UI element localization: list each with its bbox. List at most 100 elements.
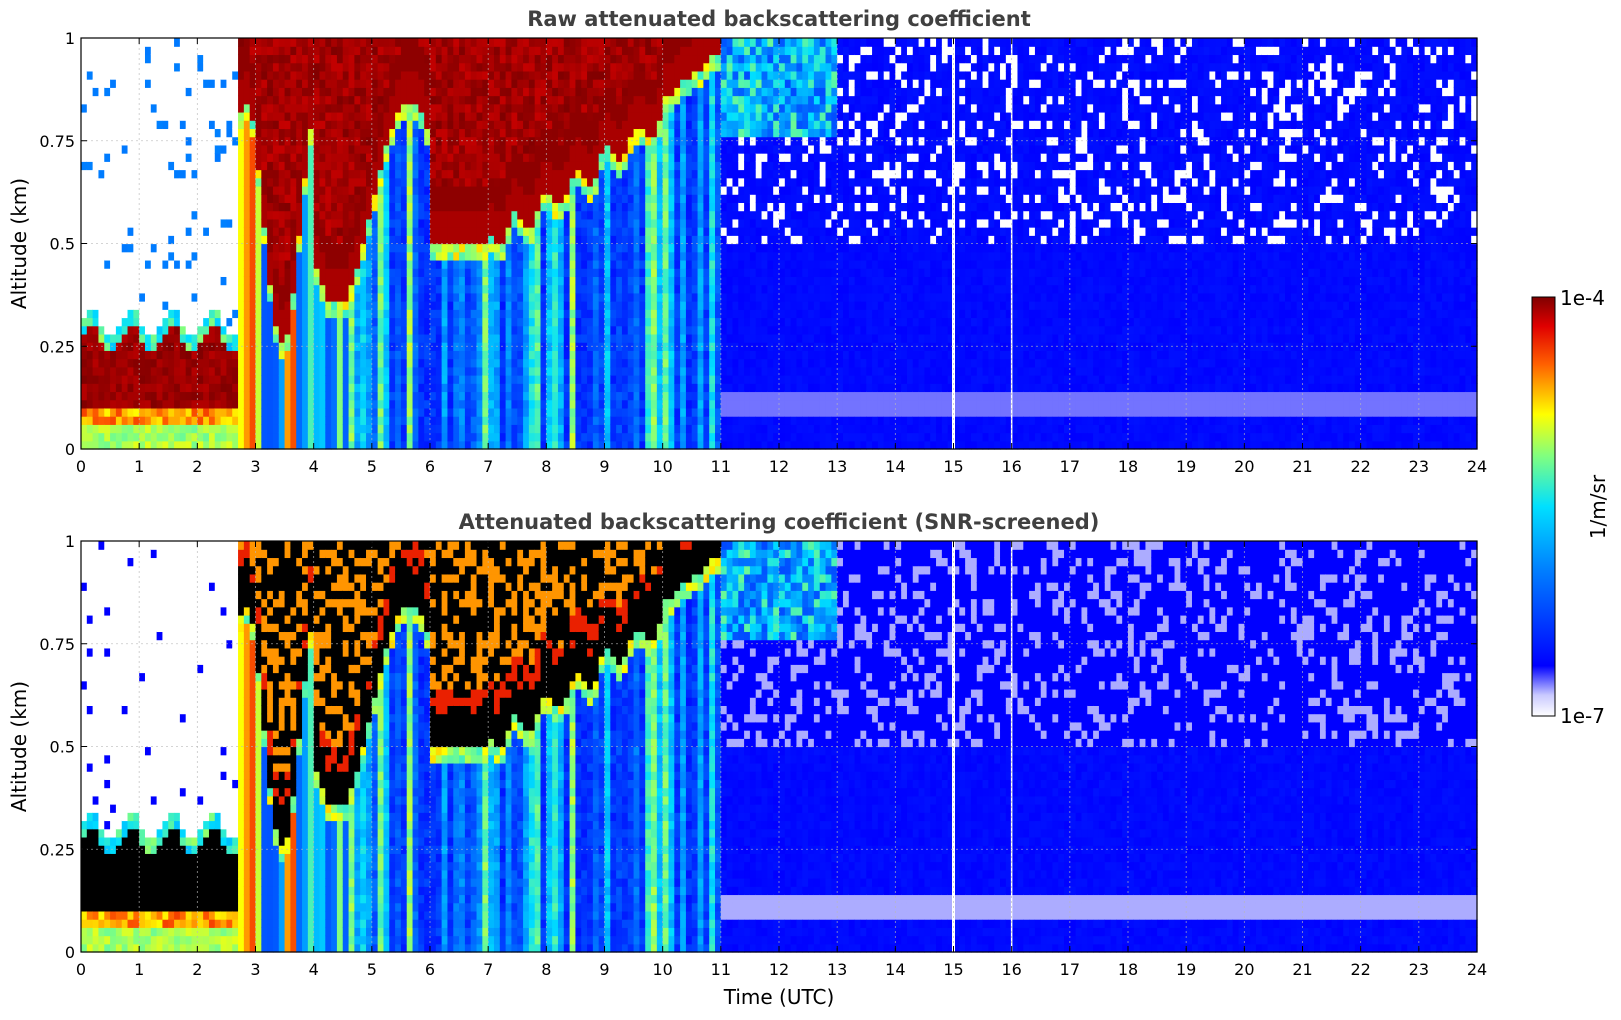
- heatmap-cell: [442, 153, 448, 162]
- heatmap-cell: [110, 128, 116, 137]
- heatmap-cell: [110, 293, 116, 302]
- heatmap-cell: [151, 391, 157, 400]
- heatmap-cell: [232, 153, 238, 162]
- heatmap-cell: [442, 170, 448, 179]
- heatmap-cell: [570, 309, 576, 318]
- heatmap-cell: [267, 178, 273, 187]
- heatmap-cell: [244, 186, 250, 195]
- heatmap-cell: [296, 424, 302, 433]
- heatmap-cell: [314, 79, 320, 88]
- heatmap-cell: [546, 252, 552, 261]
- heatmap-cell: [639, 145, 645, 154]
- heatmap-cell: [378, 71, 384, 80]
- heatmap-cell: [174, 350, 180, 359]
- heatmap-cell: [459, 104, 465, 113]
- heatmap-cell: [535, 202, 541, 211]
- heatmap-cell: [407, 359, 413, 368]
- heatmap-cell: [593, 244, 599, 253]
- heatmap-cell: [372, 244, 378, 253]
- heatmap-cell: [610, 211, 616, 220]
- heatmap-cell: [232, 400, 238, 409]
- heatmap-cell: [459, 252, 465, 261]
- heatmap-cell: [616, 79, 622, 88]
- heatmap-cell: [279, 408, 285, 417]
- heatmap-cell: [110, 268, 116, 277]
- heatmap-cell: [634, 161, 640, 170]
- heatmap-cell: [564, 334, 570, 343]
- heatmap-cell: [500, 441, 506, 450]
- heatmap-cell: [215, 219, 221, 228]
- heatmap-cell: [209, 317, 215, 326]
- heatmap-cell: [488, 178, 494, 187]
- heatmap-cell: [151, 104, 157, 113]
- heatmap-cell: [122, 104, 128, 113]
- heatmap-cell: [98, 202, 104, 211]
- heatmap-cell: [244, 268, 250, 277]
- heatmap-cell: [116, 309, 122, 318]
- heatmap-cell: [203, 96, 209, 105]
- heatmap-cell: [314, 244, 320, 253]
- heatmap-cell: [267, 112, 273, 121]
- heatmap-cell: [337, 104, 343, 113]
- heatmap-cell: [622, 391, 628, 400]
- heatmap-cell: [87, 145, 93, 154]
- heatmap-cell: [459, 301, 465, 310]
- heatmap-cell: [331, 211, 337, 220]
- heatmap-cell: [279, 219, 285, 228]
- heatmap-cell: [535, 161, 541, 170]
- heatmap-cell: [372, 219, 378, 228]
- heatmap-cell: [395, 54, 401, 63]
- heatmap-cell: [558, 260, 564, 269]
- heatmap-cell: [256, 334, 262, 343]
- heatmap-cell: [354, 416, 360, 425]
- heatmap-cell: [331, 202, 337, 211]
- heatmap-cell: [145, 441, 151, 450]
- heatmap-cell: [221, 383, 227, 392]
- heatmap-cell: [581, 235, 587, 244]
- heatmap-cell: [616, 96, 622, 105]
- heatmap-cell: [558, 54, 564, 63]
- heatmap-cell: [186, 170, 192, 179]
- heatmap-cell: [401, 63, 407, 72]
- heatmap-cell: [430, 227, 436, 236]
- heatmap-cell: [511, 293, 517, 302]
- heatmap-cell: [587, 87, 593, 96]
- heatmap-cell: [395, 375, 401, 384]
- heatmap-cell: [447, 79, 453, 88]
- heatmap-cell: [471, 71, 477, 80]
- heatmap-cell: [232, 235, 238, 244]
- heatmap-cell: [87, 170, 93, 179]
- heatmap-cell: [628, 161, 634, 170]
- heatmap-cell: [506, 79, 512, 88]
- heatmap-cell: [471, 63, 477, 72]
- heatmap-cell: [180, 104, 186, 113]
- heatmap-cell: [459, 194, 465, 203]
- heatmap-cell: [575, 326, 581, 335]
- heatmap-cell: [337, 350, 343, 359]
- heatmap-cell: [430, 235, 436, 244]
- heatmap-cell: [459, 375, 465, 384]
- heatmap-cell: [605, 367, 611, 376]
- heatmap-cell: [430, 276, 436, 285]
- heatmap-cell: [93, 293, 99, 302]
- heatmap-cell: [354, 87, 360, 96]
- heatmap-cell: [93, 170, 99, 179]
- heatmap-cell: [186, 178, 192, 187]
- heatmap-cell: [221, 145, 227, 154]
- heatmap-cell: [529, 38, 535, 47]
- heatmap-cell: [221, 71, 227, 80]
- heatmap-cell: [314, 383, 320, 392]
- heatmap-cell: [209, 153, 215, 162]
- heatmap-cell: [168, 301, 174, 310]
- heatmap-cell: [256, 211, 262, 220]
- heatmap-cell: [418, 383, 424, 392]
- heatmap-cell: [110, 79, 116, 88]
- heatmap-cell: [279, 145, 285, 154]
- heatmap-cell: [616, 293, 622, 302]
- heatmap-cell: [221, 367, 227, 376]
- heatmap-cell: [354, 211, 360, 220]
- heatmap-cell: [546, 211, 552, 220]
- heatmap-cell: [395, 391, 401, 400]
- heatmap-cell: [581, 227, 587, 236]
- heatmap-cell: [360, 301, 366, 310]
